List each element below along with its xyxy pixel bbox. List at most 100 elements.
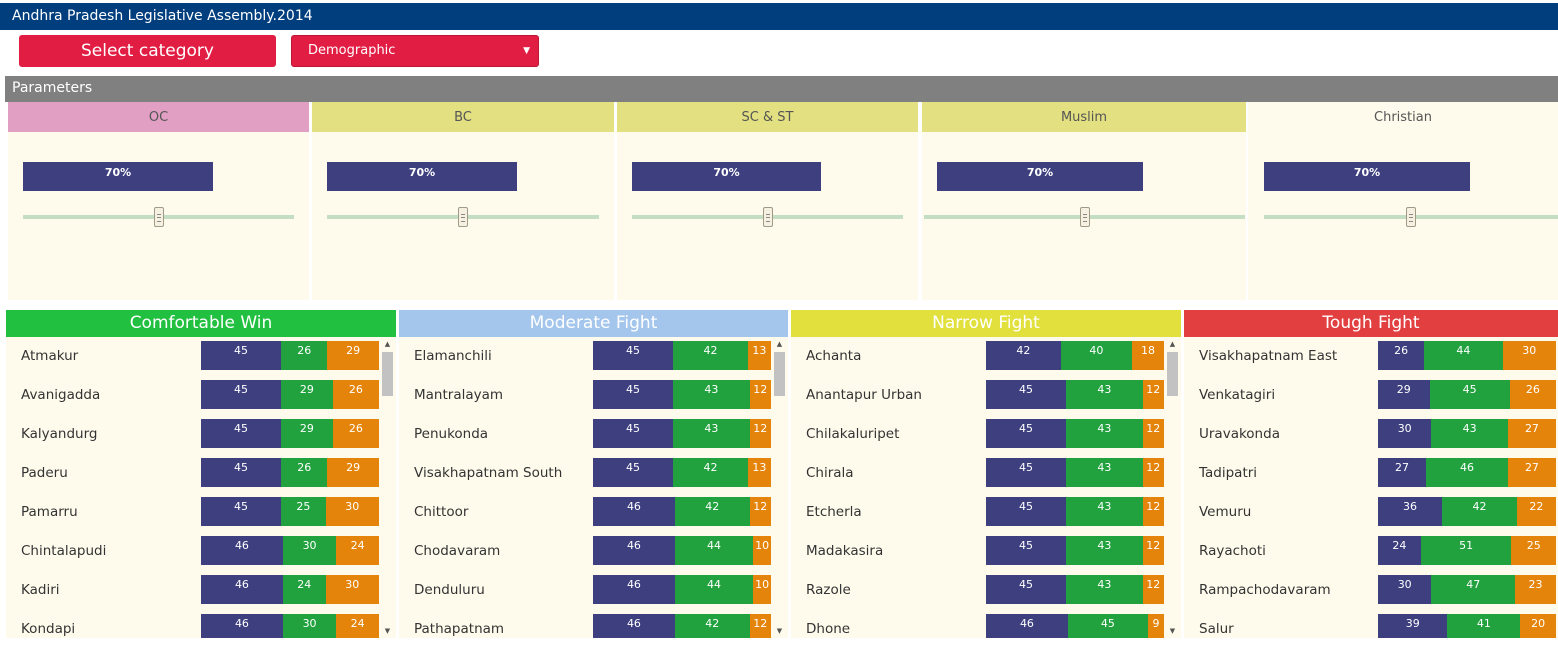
vote-share-segment: 46 [986, 614, 1068, 638]
vote-share-segment: 12 [749, 497, 771, 526]
parameter-slider-handle[interactable] [762, 207, 773, 227]
constituency-row[interactable]: Chintalapudi 46 30 24 [6, 536, 396, 568]
vote-share-bar: 46 44 10 [593, 575, 771, 604]
list-scrollbar[interactable]: ▲ ▼ [381, 337, 394, 638]
scroll-down-icon[interactable]: ▼ [1169, 627, 1176, 635]
constituency-row[interactable]: Etcherla 45 43 12 [791, 497, 1181, 529]
vote-share-segment: 30 [1378, 575, 1432, 604]
constituency-row[interactable]: Visakhapatnam East 26 44 30 [1184, 341, 1558, 373]
scrollbar-thumb[interactable] [1167, 352, 1178, 396]
vote-share-segment: 23 [1515, 575, 1556, 604]
vote-share-segment: 51 [1420, 536, 1512, 565]
constituency-row[interactable]: Mantralayam 45 43 12 [399, 380, 788, 412]
constituency-row[interactable]: Chittoor 46 42 12 [399, 497, 788, 529]
category-column: Moderate Fight Elamanchili 45 42 13 Mantralay… [399, 310, 788, 638]
vote-share-bar: 45 29 26 [201, 419, 379, 448]
vote-share-segment: 10 [753, 575, 771, 604]
constituency-row[interactable]: Kalyandurg 45 29 26 [6, 419, 396, 451]
vote-share-segment: 46 [201, 575, 283, 604]
vote-share-segment: 25 [281, 497, 326, 526]
constituency-row[interactable]: Pamarru 45 25 30 [6, 497, 396, 529]
vote-share-segment: 40 [1060, 341, 1132, 370]
vote-share-bar: 45 26 29 [201, 458, 379, 487]
constituency-row[interactable]: Penukonda 45 43 12 [399, 419, 788, 451]
constituency-name: Madakasira [806, 543, 884, 559]
scroll-down-icon[interactable]: ▼ [776, 627, 783, 635]
constituency-row[interactable]: Kondapi 46 30 24 [6, 614, 396, 638]
vote-share-segment: 26 [1378, 341, 1425, 370]
constituency-row[interactable]: Achanta 42 40 18 [791, 341, 1181, 373]
scroll-up-icon[interactable]: ▲ [776, 340, 783, 348]
constituency-row[interactable]: Rampachodavaram 30 47 23 [1184, 575, 1558, 607]
category-select[interactable]: Demographic ▼ [291, 35, 539, 67]
vote-share-segment: 12 [1142, 575, 1164, 604]
constituency-name: Tadipatri [1199, 465, 1258, 481]
constituency-row[interactable]: Denduluru 46 44 10 [399, 575, 788, 607]
constituency-name: Rampachodavaram [1199, 582, 1331, 598]
category-column: Narrow Fight Achanta 42 40 18 Anantapur Urban… [791, 310, 1181, 638]
vote-share-segment: 26 [332, 419, 379, 448]
constituency-row[interactable]: Venkatagiri 29 45 26 [1184, 380, 1558, 412]
constituency-row[interactable]: Elamanchili 45 42 13 [399, 341, 788, 373]
scroll-up-icon[interactable]: ▲ [384, 340, 391, 348]
select-category-button[interactable]: Select category [19, 35, 276, 67]
list-scrollbar[interactable]: ▲ ▼ [1166, 337, 1179, 638]
vote-share-segment: 24 [282, 575, 326, 604]
vote-share-bar: 45 42 13 [593, 458, 771, 487]
parameter-value-bar: 70% [23, 162, 213, 191]
constituency-row[interactable]: Avanigadda 45 29 26 [6, 380, 396, 412]
constituency-row[interactable]: Razole 45 43 12 [791, 575, 1181, 607]
vote-share-segment: 12 [749, 419, 771, 448]
parameter-slider-handle[interactable] [1406, 207, 1416, 227]
constituency-row[interactable]: Tadipatri 27 46 27 [1184, 458, 1558, 490]
vote-share-bar: 36 42 22 [1378, 497, 1556, 526]
constituency-name: Avanigadda [21, 387, 101, 403]
vote-share-segment: 42 [674, 614, 750, 638]
scrollbar-thumb[interactable] [382, 352, 393, 396]
constituency-row[interactable]: Chodavaram 46 44 10 [399, 536, 788, 568]
constituency-row[interactable]: Atmakur 45 26 29 [6, 341, 396, 373]
constituency-row[interactable]: Madakasira 45 43 12 [791, 536, 1181, 568]
vote-share-segment: 46 [593, 575, 675, 604]
constituency-row[interactable]: Anantapur Urban 45 43 12 [791, 380, 1181, 412]
constituency-row[interactable]: Pathapatnam 46 42 12 [399, 614, 788, 638]
parameter-slider-handle[interactable] [1079, 207, 1090, 227]
vote-share-segment: 30 [1378, 419, 1432, 448]
vote-share-bar: 29 45 26 [1378, 380, 1556, 409]
constituency-row[interactable]: Uravakonda 30 43 27 [1184, 419, 1558, 451]
scroll-up-icon[interactable]: ▲ [1169, 340, 1176, 348]
constituency-name: Venkatagiri [1199, 387, 1276, 403]
parameter-slider-handle[interactable] [153, 207, 164, 227]
constituency-row[interactable]: Salur 39 41 20 [1184, 614, 1558, 638]
vote-share-segment: 43 [1431, 419, 1508, 448]
constituency-row[interactable]: Dhone 46 45 9 [791, 614, 1181, 638]
parameter-label: BC [312, 102, 614, 132]
vote-share-bar: 46 44 10 [593, 536, 771, 565]
category-header: Comfortable Win [6, 310, 396, 337]
constituency-name: Atmakur [21, 348, 79, 364]
constituency-name: Chintalapudi [21, 543, 107, 559]
vote-share-bar: 45 43 12 [986, 575, 1164, 604]
constituency-row[interactable]: Rayachoti 24 51 25 [1184, 536, 1558, 568]
constituency-name: Visakhapatnam South [414, 465, 563, 481]
constituency-row[interactable]: Kadiri 46 24 30 [6, 575, 396, 607]
constituency-row[interactable]: Chirala 45 43 12 [791, 458, 1181, 490]
constituency-row[interactable]: Chilakaluripet 45 43 12 [791, 419, 1181, 451]
vote-share-bar: 46 42 12 [593, 614, 771, 638]
scrollbar-thumb[interactable] [774, 352, 785, 396]
vote-share-segment: 12 [749, 380, 771, 409]
constituency-row[interactable]: Visakhapatnam South 45 42 13 [399, 458, 788, 490]
parameter-slider-handle[interactable] [458, 207, 468, 227]
scroll-down-icon[interactable]: ▼ [384, 627, 391, 635]
parameters-title: Parameters [12, 80, 93, 96]
constituency-row[interactable]: Paderu 45 26 29 [6, 458, 396, 490]
constituency-row[interactable]: Vemuru 36 42 22 [1184, 497, 1558, 529]
constituency-name: Uravakonda [1199, 426, 1280, 442]
constituency-name: Elamanchili [414, 348, 492, 364]
vote-share-segment: 42 [673, 458, 748, 487]
constituency-name: Rayachoti [1199, 543, 1266, 559]
vote-share-bar: 46 24 30 [201, 575, 379, 604]
list-scrollbar[interactable]: ▲ ▼ [773, 337, 786, 638]
app-title: Andhra Pradesh Legislative Assembly.2014 [12, 8, 313, 24]
parameter-card: OC 70% [8, 102, 309, 300]
